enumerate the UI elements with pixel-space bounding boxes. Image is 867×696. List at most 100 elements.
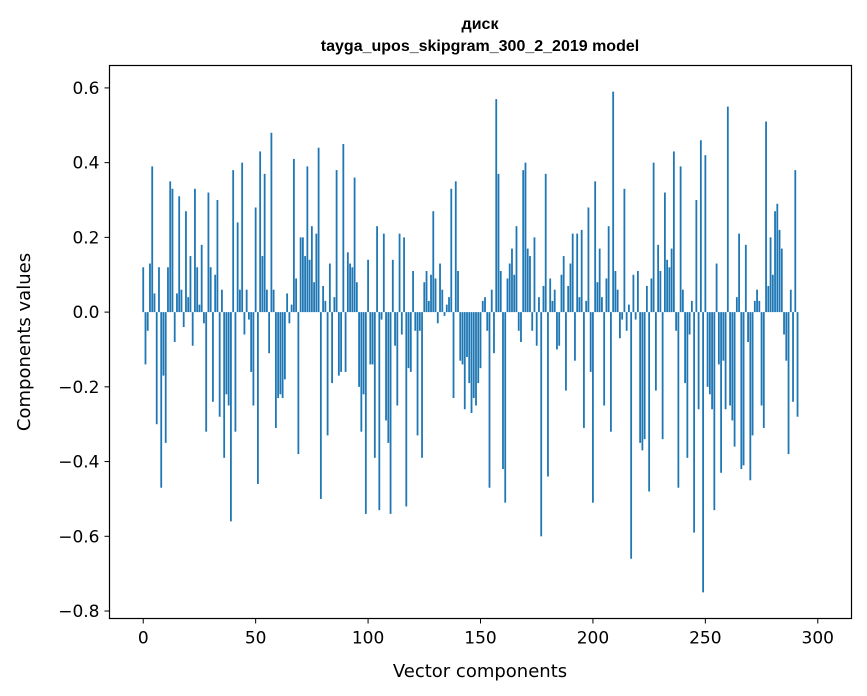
bar <box>173 312 176 342</box>
y-tick-label: 0.2 <box>72 228 99 248</box>
bar <box>580 229 583 313</box>
bar <box>427 300 430 313</box>
y-axis-label: Components values <box>14 253 35 431</box>
bar <box>319 312 322 499</box>
bar <box>445 304 448 313</box>
bar <box>203 312 205 324</box>
bar <box>315 233 318 313</box>
bar <box>562 256 565 313</box>
bar <box>515 226 518 313</box>
bar <box>326 312 329 436</box>
bar <box>735 297 738 313</box>
bar <box>436 312 439 324</box>
bar <box>619 312 621 339</box>
bar <box>182 312 185 328</box>
bar <box>535 312 538 346</box>
bar <box>538 297 540 313</box>
bar <box>241 162 244 313</box>
bar <box>252 312 255 406</box>
bar <box>666 259 669 313</box>
bar <box>371 312 374 365</box>
bar <box>569 263 572 313</box>
bar <box>720 312 722 473</box>
bar <box>407 312 410 369</box>
bar <box>409 312 412 372</box>
bar <box>457 271 459 313</box>
bar <box>288 312 291 324</box>
bar <box>272 289 275 313</box>
bar <box>369 312 372 365</box>
bar <box>292 158 295 313</box>
bar <box>544 173 547 313</box>
bar <box>621 312 624 320</box>
bar <box>717 312 720 365</box>
bar <box>279 312 282 395</box>
bar <box>207 192 210 313</box>
bar <box>259 151 262 313</box>
bar <box>529 256 531 313</box>
bar <box>610 312 612 432</box>
bar <box>567 285 570 313</box>
y-tick-label: 0.4 <box>72 154 99 174</box>
bar <box>425 271 428 313</box>
x-tick-label: 200 <box>577 629 609 649</box>
bar <box>391 259 394 313</box>
bar <box>250 312 253 372</box>
chart-subtitle: tayga_upos_skipgram_300_2_2019 model <box>321 38 639 55</box>
bar <box>681 289 684 313</box>
bar <box>261 256 264 313</box>
bar <box>151 166 154 313</box>
bar <box>634 312 637 320</box>
bar <box>378 312 381 511</box>
bar <box>306 166 309 313</box>
bar <box>461 312 464 365</box>
bar <box>776 203 779 313</box>
bar <box>317 147 320 313</box>
bar <box>382 233 385 313</box>
bar <box>167 267 169 313</box>
bar <box>504 312 507 503</box>
bar <box>200 244 203 313</box>
bar <box>160 312 163 488</box>
bar <box>526 248 529 313</box>
bar <box>236 222 239 313</box>
bar <box>733 312 736 447</box>
bar <box>729 312 731 406</box>
bar <box>668 267 671 313</box>
bar <box>713 312 716 511</box>
bar <box>443 312 446 316</box>
bar <box>695 200 698 313</box>
bar <box>792 312 794 402</box>
bar <box>706 312 709 387</box>
bar <box>387 312 390 443</box>
bar <box>540 312 543 537</box>
bar <box>506 278 509 313</box>
bar <box>767 285 770 313</box>
y-tick-label: −0.4 <box>58 453 99 473</box>
bar <box>533 237 536 313</box>
bar <box>699 140 702 313</box>
bar <box>146 312 149 331</box>
bar <box>632 274 635 313</box>
bar <box>308 259 311 313</box>
bar <box>313 282 316 313</box>
bar <box>574 312 576 361</box>
bar <box>749 312 752 481</box>
bar <box>189 256 192 313</box>
bar <box>277 312 280 399</box>
bar <box>472 312 475 399</box>
bar <box>594 181 597 313</box>
bar <box>373 312 376 458</box>
bar <box>578 297 581 313</box>
bar <box>643 312 646 440</box>
y-tick-label: −0.8 <box>58 602 99 622</box>
bar <box>265 289 268 313</box>
bar <box>153 293 156 313</box>
bar <box>625 312 628 331</box>
bar <box>623 188 626 313</box>
bar <box>758 300 761 313</box>
bar <box>605 278 608 313</box>
bar <box>234 312 237 432</box>
bar <box>641 312 644 451</box>
